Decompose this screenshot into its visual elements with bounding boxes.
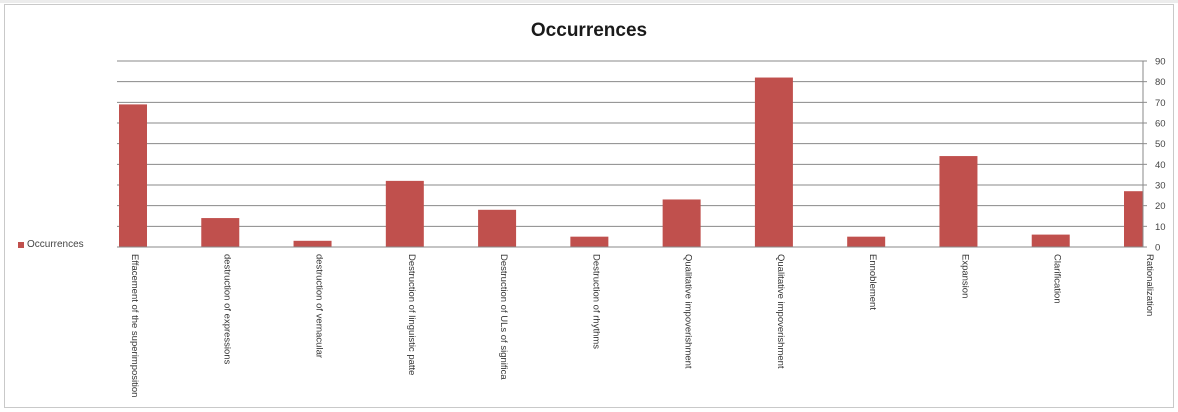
y-tick-label: 30 <box>1155 181 1166 192</box>
y-tick-label: 60 <box>1155 119 1166 130</box>
y-tick-labels: 0 10 20 30 40 50 60 70 80 90 <box>1155 57 1166 254</box>
x-tick-label: Ennoblement <box>867 254 878 310</box>
bar <box>939 156 978 247</box>
bar <box>847 236 886 247</box>
x-tick-label: Destruction of ULs of significa <box>498 254 509 380</box>
x-tick-label: destruction of expressions <box>221 254 232 365</box>
x-tick-label: Qualitative impoverishment <box>775 254 786 369</box>
bar <box>201 218 240 247</box>
gridlines <box>117 60 1143 227</box>
x-tick-label: Clarification <box>1052 254 1063 304</box>
bars <box>119 77 1143 248</box>
legend-swatch <box>18 241 24 248</box>
x-tick-label: Qualitative impoverishment <box>683 254 694 369</box>
x-tick-labels: Effacement of the superimposition destruc… <box>129 254 1155 397</box>
window-top-strip <box>0 0 1178 3</box>
x-tick-label: Effacement of the superimposition <box>129 254 140 397</box>
bar <box>570 236 609 247</box>
bar <box>662 199 701 247</box>
legend-label: Occurrences <box>27 239 84 250</box>
bar <box>1124 191 1143 247</box>
x-tick-label: Destruction of rhythms <box>590 254 601 349</box>
bar <box>119 104 147 248</box>
bar <box>385 180 424 247</box>
axes <box>117 60 1147 248</box>
bar <box>1031 234 1070 247</box>
x-tick-label: destruction of vernacular <box>314 254 325 358</box>
y-tick-label: 20 <box>1155 201 1166 212</box>
y-tick-label: 80 <box>1155 77 1166 88</box>
y-tick-label: 40 <box>1155 160 1166 171</box>
y-tick-label: 0 <box>1155 243 1160 254</box>
x-tick-label: Rationalization <box>1144 254 1155 316</box>
x-tick-label: Expansion <box>959 254 970 298</box>
bar <box>293 240 332 247</box>
chart-title: Occurrences <box>530 20 648 41</box>
x-tick-label: Destruction of linguistic patte <box>406 254 417 375</box>
bar <box>754 77 793 248</box>
y-tick-label: 10 <box>1155 222 1166 233</box>
y-tick-label: 50 <box>1155 139 1166 150</box>
y-tick-label: 70 <box>1155 98 1166 109</box>
legend: Occurrences <box>18 239 84 250</box>
bar <box>478 209 517 247</box>
y-tick-label: 90 <box>1155 57 1166 68</box>
